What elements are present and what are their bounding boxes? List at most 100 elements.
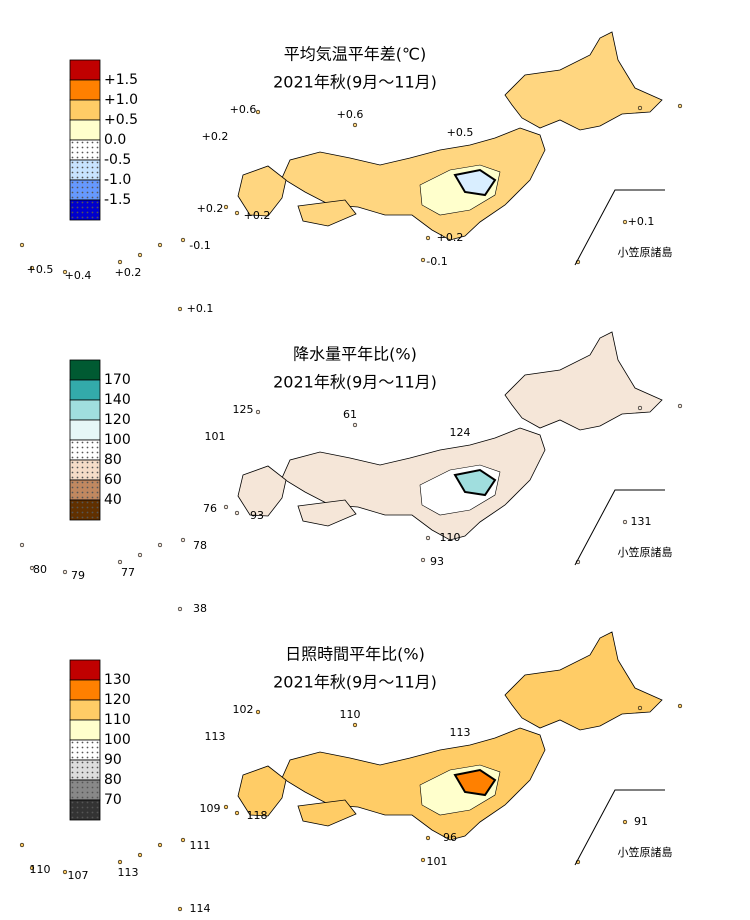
legend-swatch <box>69 99 101 121</box>
island <box>255 109 261 115</box>
island <box>177 906 183 912</box>
station-value: 113 <box>118 866 139 879</box>
legend-label: 90 <box>104 752 122 768</box>
island <box>117 859 123 865</box>
station-value: 118 <box>247 809 268 822</box>
legend-label: 100 <box>104 432 131 448</box>
map-subtitle: 2021年秋(9月～11月) <box>273 673 437 692</box>
legend-swatch <box>69 659 101 681</box>
map-title: 降水量平年比(%) <box>293 345 417 364</box>
island <box>622 219 628 225</box>
island <box>352 122 358 128</box>
anomaly-area <box>453 768 497 797</box>
region-kyushu <box>237 165 287 217</box>
island <box>117 259 123 265</box>
legend-dots <box>70 180 100 200</box>
island <box>677 403 683 409</box>
legend-swatch <box>69 679 101 701</box>
region-kyushu <box>237 765 287 817</box>
legend-swatch <box>69 379 101 401</box>
inset-label: 小笠原諸島 <box>618 545 673 559</box>
legend-dots <box>70 480 100 500</box>
station-value: 102 <box>233 703 254 716</box>
legend-swatch <box>69 359 101 381</box>
legend-label: 70 <box>104 792 122 808</box>
island <box>62 569 68 575</box>
station-value: 61 <box>343 408 357 421</box>
anomaly-area <box>453 168 497 197</box>
legend-label: 120 <box>104 692 131 708</box>
legend-swatch <box>69 419 101 441</box>
station-value: 113 <box>450 726 471 739</box>
island <box>425 835 431 841</box>
station-value: 110 <box>440 531 461 544</box>
legend-label: +0.5 <box>104 112 138 128</box>
station-value: 91 <box>634 815 648 828</box>
island <box>29 265 35 271</box>
island <box>352 722 358 728</box>
island <box>420 857 426 863</box>
region-hokkaido <box>504 631 663 731</box>
legend-dots <box>70 140 100 160</box>
region-shikoku <box>297 499 357 527</box>
island <box>420 257 426 263</box>
island <box>677 103 683 109</box>
legend-swatch <box>69 699 101 721</box>
station-value: +0.2 <box>115 266 142 279</box>
island <box>637 705 643 711</box>
station-value: +0.2 <box>437 231 464 244</box>
station-value: 79 <box>71 569 85 582</box>
legend-label: 100 <box>104 732 131 748</box>
island <box>234 210 240 216</box>
station-value: 78 <box>193 539 207 552</box>
island <box>29 865 35 871</box>
legend-swatch <box>69 399 101 421</box>
legend-swatch <box>69 719 101 741</box>
anomaly-area <box>453 468 497 497</box>
island <box>677 703 683 709</box>
map-subtitle: 2021年秋(9月～11月) <box>273 73 437 92</box>
island <box>19 242 25 248</box>
map-title: 平均気温平年差(℃) <box>284 45 426 64</box>
inset-frame <box>574 489 665 566</box>
map-subtitle: 2021年秋(9月～11月) <box>273 373 437 392</box>
legend-swatch <box>69 59 101 81</box>
island <box>29 565 35 571</box>
station-value: +0.4 <box>65 269 92 282</box>
legend-dots <box>70 780 100 800</box>
island <box>223 804 229 810</box>
island <box>19 542 25 548</box>
station-value: 113 <box>205 730 226 743</box>
legend-dots <box>70 760 100 780</box>
island <box>137 852 143 858</box>
station-value: 110 <box>30 863 51 876</box>
island <box>19 842 25 848</box>
region-shikoku <box>297 199 357 227</box>
island <box>223 504 229 510</box>
island <box>157 842 163 848</box>
legend-label: 80 <box>104 772 122 788</box>
legend-label: 140 <box>104 392 131 408</box>
island <box>137 552 143 558</box>
station-value: 38 <box>193 602 207 615</box>
island <box>637 405 643 411</box>
island <box>157 242 163 248</box>
station-value: 110 <box>340 708 361 721</box>
island <box>157 542 163 548</box>
legend-label: +1.0 <box>104 92 138 108</box>
legend-label: 0.0 <box>104 132 126 148</box>
station-value: 80 <box>33 563 47 576</box>
legend-dots <box>70 200 100 220</box>
station-value: 107 <box>68 869 89 882</box>
island <box>255 409 261 415</box>
legend-label: 120 <box>104 412 131 428</box>
station-value: +0.6 <box>230 103 257 116</box>
station-value: +0.2 <box>244 209 271 222</box>
station-value: +0.5 <box>27 263 54 276</box>
station-value: -0.1 <box>189 239 210 252</box>
station-value: 124 <box>450 426 471 439</box>
station-value: 131 <box>631 515 652 528</box>
legend-label: +1.5 <box>104 72 138 88</box>
station-value: 101 <box>427 855 448 868</box>
